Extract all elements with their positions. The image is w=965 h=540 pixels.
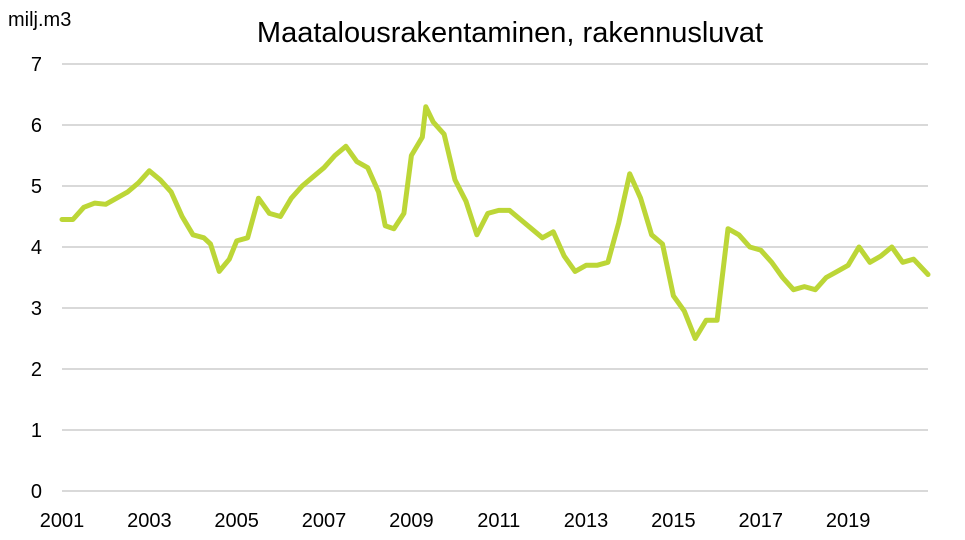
y-axis-unit-label: milj.m3	[8, 9, 71, 31]
gridlines	[62, 63, 928, 492]
x-axis-ticks: 2001 2003 2005 2007 2009 2011 2013 2015 2017 2019	[40, 510, 871, 532]
y-tick-label: 2	[31, 359, 42, 381]
x-tick-label: 2013	[564, 510, 609, 532]
x-tick-label: 2005	[214, 510, 259, 532]
y-tick-label: 7	[31, 54, 42, 76]
x-tick-label: 2019	[826, 510, 871, 532]
y-tick-label: 5	[31, 176, 42, 198]
x-tick-label: 2007	[302, 510, 347, 532]
series-layer	[59, 104, 931, 341]
y-tick-label: 3	[31, 298, 42, 320]
x-tick-label: 2003	[127, 510, 172, 532]
y-tick-label: 6	[31, 115, 42, 137]
chart-title: Maatalousrakentaminen, rakennusluvat	[257, 17, 763, 49]
series-line	[59, 104, 931, 341]
y-tick-label: 0	[31, 481, 42, 503]
x-tick-label: 2001	[40, 510, 85, 532]
y-tick-label: 1	[31, 420, 42, 442]
x-tick-label: 2009	[389, 510, 434, 532]
y-tick-label: 4	[31, 237, 42, 259]
y-axis-ticks: 0 1 2 3 4 5 6 7	[31, 54, 42, 503]
x-tick-label: 2015	[651, 510, 696, 532]
x-tick-label: 2017	[738, 510, 783, 532]
x-tick-label: 2011	[477, 510, 520, 532]
